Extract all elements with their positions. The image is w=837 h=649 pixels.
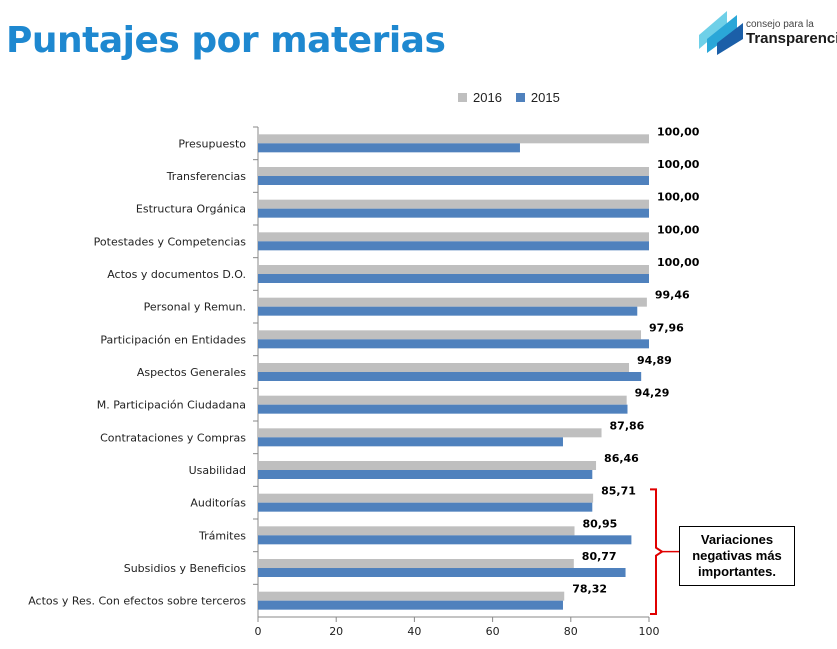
data-label: 100,00 [657, 223, 700, 236]
legend-label-2016: 2016 [473, 90, 502, 105]
bracket-annotation [650, 488, 664, 615]
bar-2016 [258, 134, 649, 144]
bar-2015 [258, 143, 520, 153]
logo-text-line1: consejo para la [746, 19, 814, 30]
logo: consejo para la Transparencia [697, 5, 837, 55]
bar-2016 [258, 591, 565, 601]
bar-2016 [258, 461, 597, 470]
category-label: Actos y documentos D.O. [107, 268, 246, 281]
bar-2016 [258, 395, 627, 405]
legend: 2016 2015 [458, 90, 560, 105]
bar-2015 [258, 339, 649, 349]
bar-2015 [258, 502, 593, 512]
bar-2015 [258, 600, 563, 610]
page-title: Puntajes por materias [6, 20, 446, 61]
bar-2015 [258, 306, 638, 316]
bar-2015 [258, 274, 649, 283]
bar-2016 [258, 493, 594, 503]
bar-2016 [258, 559, 574, 568]
logo-icon [699, 11, 743, 55]
bar-2015 [258, 372, 642, 381]
category-label: Presupuesto [178, 137, 246, 150]
data-label: 99,46 [655, 289, 690, 302]
category-label: Estructura Orgánica [136, 203, 246, 216]
data-label: 100,00 [657, 125, 700, 138]
note-box: Variaciones negativas más importantes. [679, 526, 795, 586]
bar-2015 [258, 208, 649, 218]
category-label: Aspectos Generales [137, 366, 246, 379]
bar-2016 [258, 199, 649, 209]
bar-2016 [258, 167, 649, 176]
category-label: Personal y Remun. [144, 301, 246, 314]
bar-2016 [258, 526, 575, 536]
data-label: 87,86 [610, 419, 645, 432]
data-label: 94,89 [637, 354, 672, 367]
category-label: Transferencias [166, 170, 247, 183]
legend-swatch-2016 [458, 93, 467, 102]
bar-2016 [258, 428, 602, 438]
data-label: 85,71 [601, 485, 636, 498]
data-label: 86,46 [604, 452, 639, 465]
x-tick-label: 40 [407, 625, 421, 638]
legend-swatch-2015 [515, 93, 525, 102]
x-tick-label: 60 [486, 625, 500, 638]
data-label: 80,77 [582, 550, 617, 563]
data-label: 100,00 [657, 158, 700, 171]
category-label: Actos y Res. Con efectos sobre terceros [28, 595, 246, 608]
bar-2015 [258, 568, 626, 577]
bar-2015 [258, 535, 632, 545]
data-label: 94,29 [635, 387, 670, 400]
bar-2015 [258, 241, 649, 251]
bar-2016 [258, 297, 647, 307]
category-label: Subsidios y Beneficios [124, 562, 247, 575]
logo-text-line2: Transparencia [746, 30, 837, 47]
category-label: Contrataciones y Compras [100, 431, 246, 444]
data-label: 80,95 [583, 517, 618, 530]
legend-label-2015: 2015 [530, 90, 560, 105]
category-label: Trámites [198, 529, 246, 542]
legend-item-2015: 2015 [515, 90, 560, 105]
bar-2016 [258, 232, 649, 242]
x-tick-label: 20 [329, 625, 343, 638]
bar-2015 [258, 470, 593, 479]
bar-2016 [258, 265, 649, 274]
category-label: Participación en Entidades [100, 333, 246, 346]
data-label: 78,32 [572, 583, 607, 596]
category-label: Potestades y Competencias [94, 235, 247, 248]
category-label: M. Participación Ciudadana [97, 399, 246, 412]
x-tick-label: 80 [564, 625, 578, 638]
data-label: 97,96 [649, 321, 684, 334]
bar-2015 [258, 404, 628, 414]
bar-2016 [258, 363, 630, 372]
data-label: 100,00 [657, 256, 700, 269]
bar-2015 [258, 176, 649, 185]
x-tick-label: 0 [255, 625, 262, 638]
category-label: Usabilidad [189, 464, 246, 477]
bar-2016 [258, 330, 642, 340]
data-label: 100,00 [657, 191, 700, 204]
bar-2015 [258, 437, 563, 447]
legend-item-2016: 2016 [458, 90, 502, 105]
category-label: Auditorías [190, 497, 246, 510]
x-tick-label: 100 [639, 625, 660, 638]
